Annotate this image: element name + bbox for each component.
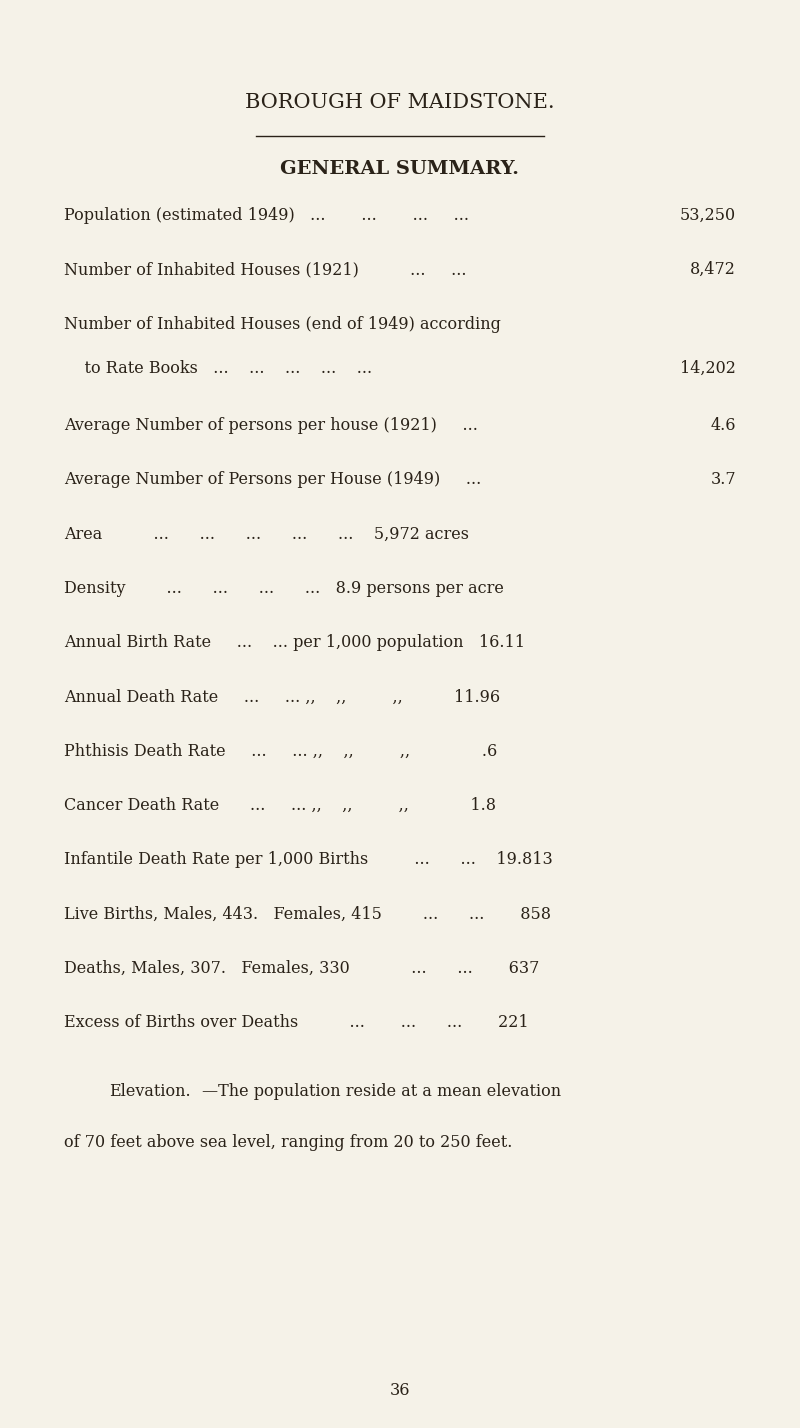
Text: Area          ...      ...      ...      ...      ...    5,972 acres: Area ... ... ... ... ... 5,972 acres <box>64 526 469 543</box>
Text: Number of Inhabited Houses (1921)          ...     ...: Number of Inhabited Houses (1921) ... ..… <box>64 261 466 278</box>
Text: Density        ...      ...      ...      ...   8.9 persons per acre: Density ... ... ... ... 8.9 persons per … <box>64 580 504 597</box>
Text: Excess of Births over Deaths          ...       ...      ...       221: Excess of Births over Deaths ... ... ...… <box>64 1014 529 1031</box>
Text: 36: 36 <box>390 1382 410 1399</box>
Text: 53,250: 53,250 <box>680 207 736 224</box>
Text: Phthisis Death Rate     ...     ... ,,    ,,         ,,              .6: Phthisis Death Rate ... ... ,, ,, ,, .6 <box>64 743 498 760</box>
Text: 14,202: 14,202 <box>680 360 736 377</box>
Text: Average Number of Persons per House (1949)     ...: Average Number of Persons per House (194… <box>64 471 482 488</box>
Text: Population (estimated 1949)   ...       ...       ...     ...: Population (estimated 1949) ... ... ... … <box>64 207 469 224</box>
Text: Annual Death Rate     ...     ... ,,    ,,         ,,          11.96: Annual Death Rate ... ... ,, ,, ,, 11.96 <box>64 688 500 705</box>
Text: Deaths, Males, 307.   Females, 330            ...      ...       637: Deaths, Males, 307. Females, 330 ... ...… <box>64 960 539 977</box>
Text: of 70 feet above sea level, ranging from 20 to 250 feet.: of 70 feet above sea level, ranging from… <box>64 1134 512 1151</box>
Text: 4.6: 4.6 <box>710 417 736 434</box>
Text: Annual Birth Rate     ...    ... per 1,000 population   16.11: Annual Birth Rate ... ... per 1,000 popu… <box>64 634 525 651</box>
Text: GENERAL SUMMARY.: GENERAL SUMMARY. <box>281 160 519 178</box>
Text: —The population reside at a mean elevation: —The population reside at a mean elevati… <box>202 1082 561 1100</box>
Text: Number of Inhabited Houses (end of 1949) according: Number of Inhabited Houses (end of 1949)… <box>64 316 501 333</box>
Text: Elevation.: Elevation. <box>110 1082 191 1100</box>
Text: 3.7: 3.7 <box>710 471 736 488</box>
Text: Cancer Death Rate      ...     ... ,,    ,,         ,,            1.8: Cancer Death Rate ... ... ,, ,, ,, 1.8 <box>64 797 496 814</box>
Text: BOROUGH OF MAIDSTONE.: BOROUGH OF MAIDSTONE. <box>245 93 555 111</box>
Text: 8,472: 8,472 <box>690 261 736 278</box>
Text: to Rate Books   ...    ...    ...    ...    ...: to Rate Books ... ... ... ... ... <box>64 360 372 377</box>
Text: Live Births, Males, 443.   Females, 415        ...      ...       858: Live Births, Males, 443. Females, 415 ..… <box>64 905 551 922</box>
Text: Infantile Death Rate per 1,000 Births         ...      ...    19.813: Infantile Death Rate per 1,000 Births ..… <box>64 851 553 868</box>
Text: Average Number of persons per house (1921)     ...: Average Number of persons per house (192… <box>64 417 478 434</box>
